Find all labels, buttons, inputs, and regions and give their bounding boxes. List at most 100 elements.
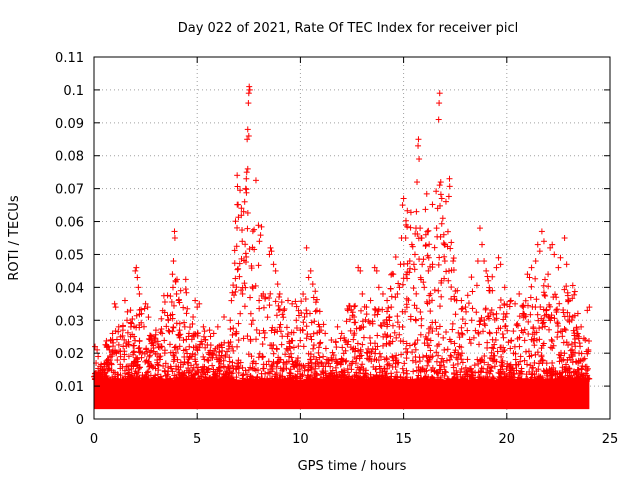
filler-point — [394, 319, 401, 326]
data-point — [245, 100, 252, 107]
filler-point — [389, 354, 396, 361]
filler-point — [181, 319, 188, 326]
filler-point — [429, 353, 436, 360]
filler-point — [320, 321, 327, 328]
filler-point — [431, 244, 438, 251]
filler-point — [575, 335, 582, 342]
filler-point — [149, 364, 156, 371]
data-point — [266, 251, 273, 258]
data-point — [433, 225, 440, 232]
filler-point — [457, 352, 464, 359]
data-point — [534, 241, 541, 248]
filler-point — [377, 322, 384, 329]
data-point — [171, 235, 178, 241]
filler-point — [534, 349, 541, 356]
filler-point — [562, 368, 569, 375]
filler-point — [308, 319, 315, 326]
filler-point — [435, 352, 442, 359]
data-point — [549, 241, 556, 248]
filler-point — [438, 279, 445, 286]
filler-point — [188, 336, 195, 343]
filler-point — [131, 348, 138, 355]
filler-point — [396, 323, 403, 330]
filler-point — [292, 373, 299, 380]
filler-point — [469, 288, 476, 295]
filler-point — [449, 320, 456, 327]
filler-point — [433, 325, 440, 332]
filler-point — [289, 358, 296, 365]
filler-point — [537, 303, 544, 310]
filler-point — [454, 376, 461, 383]
filler-point — [274, 328, 281, 335]
filler-point — [417, 331, 424, 338]
filler-point — [474, 356, 481, 363]
filler-point — [522, 297, 529, 304]
filler-point — [300, 319, 307, 326]
filler-point — [520, 310, 527, 317]
filler-point — [285, 347, 292, 354]
filler-point — [435, 287, 442, 294]
filler-point — [425, 374, 432, 381]
filler-point — [495, 369, 502, 376]
filler-point — [532, 275, 539, 282]
filler-point — [229, 370, 236, 377]
filler-point — [476, 321, 483, 328]
data-point — [148, 333, 155, 340]
data-point — [185, 330, 192, 337]
filler-point — [536, 325, 543, 332]
data-point — [446, 267, 453, 274]
filler-point — [187, 376, 194, 383]
filler-point — [331, 372, 338, 379]
data-point — [489, 287, 496, 294]
filler-point — [251, 366, 258, 373]
data-point — [359, 290, 366, 297]
filler-point — [202, 375, 209, 382]
filler-point — [498, 359, 505, 366]
filler-point — [554, 329, 561, 336]
filler-point — [444, 346, 451, 353]
filler-point — [281, 305, 288, 312]
filler-point — [531, 342, 538, 349]
filler-point — [316, 354, 323, 361]
filler-point — [554, 320, 561, 327]
filler-point — [423, 367, 430, 374]
filler-point — [270, 350, 277, 357]
filler-point — [175, 371, 182, 378]
data-point — [438, 195, 445, 202]
filler-point — [303, 335, 310, 342]
filler-point — [308, 336, 315, 343]
filler-point — [205, 357, 212, 364]
filler-point — [273, 312, 280, 319]
filler-point — [419, 366, 426, 373]
data-point — [244, 165, 251, 172]
filler-point — [461, 368, 468, 375]
data-point — [190, 313, 197, 320]
filler-point — [170, 352, 177, 359]
data-point — [270, 261, 277, 268]
filler-point — [326, 376, 333, 383]
filler-point — [269, 361, 276, 368]
filler-point — [403, 349, 410, 356]
data-point — [192, 297, 199, 304]
filler-point — [150, 339, 157, 346]
filler-point — [438, 293, 445, 300]
data-point — [497, 261, 504, 268]
filler-point — [445, 376, 452, 383]
filler-point — [545, 283, 552, 290]
filler-point — [332, 364, 339, 371]
data-point — [441, 258, 448, 265]
filler-point — [176, 327, 183, 334]
filler-point — [533, 368, 540, 375]
filler-point — [403, 304, 410, 311]
filler-point — [333, 376, 340, 383]
filler-point — [260, 304, 267, 311]
filler-point — [158, 325, 165, 332]
filler-point — [475, 330, 482, 337]
data-point — [557, 254, 564, 261]
filler-point — [155, 362, 162, 369]
data-point — [109, 330, 116, 337]
filler-point — [426, 241, 433, 248]
filler-point — [133, 362, 140, 369]
filler-point — [313, 296, 320, 303]
filler-point — [427, 347, 434, 354]
